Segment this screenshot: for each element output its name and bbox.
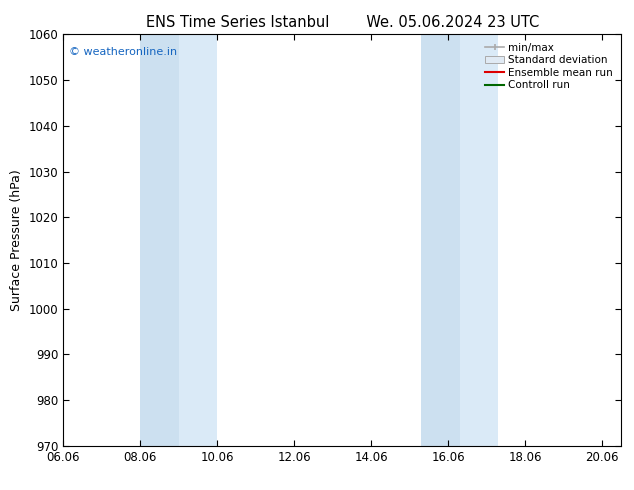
Bar [179,34,217,446]
Bar [140,34,179,446]
Legend: min/max, Standard deviation, Ensemble mean run, Controll run: min/max, Standard deviation, Ensemble me… [482,40,616,94]
Text: © weatheronline.in: © weatheronline.in [69,47,177,57]
Bar [421,34,460,446]
Y-axis label: Surface Pressure (hPa): Surface Pressure (hPa) [10,169,23,311]
Bar [460,34,498,446]
Text: ENS Time Series Istanbul        We. 05.06.2024 23 UTC: ENS Time Series Istanbul We. 05.06.2024 … [146,15,539,30]
